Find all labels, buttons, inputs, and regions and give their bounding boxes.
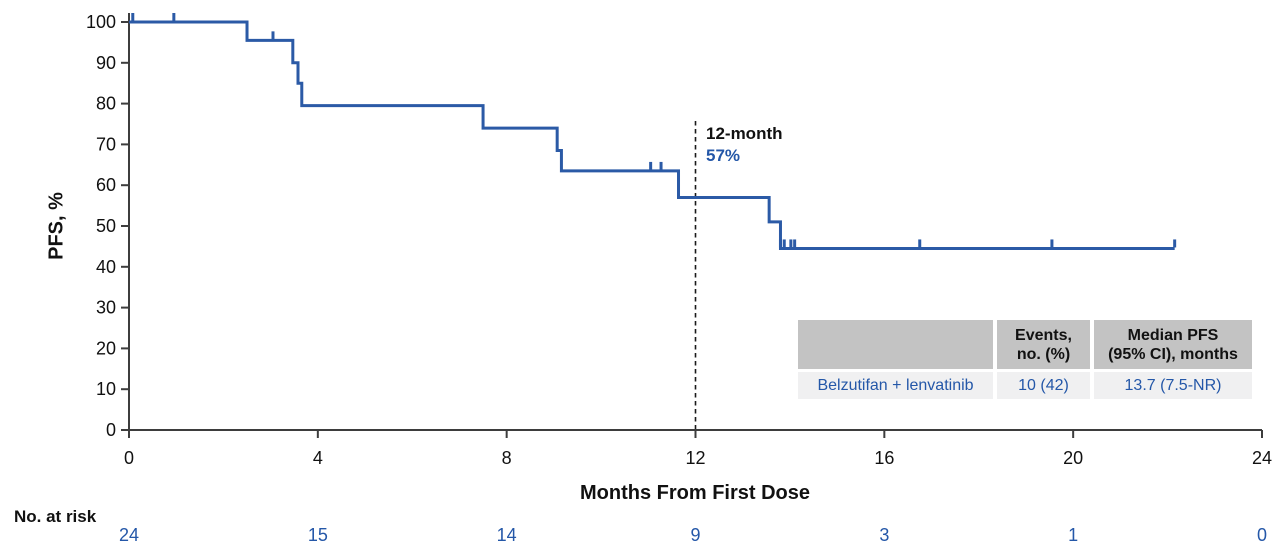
annotation-12-month: 12-month 57%: [706, 123, 783, 167]
risk-count-month-12: 9: [690, 525, 701, 545]
y-tick-label: 90: [96, 53, 116, 73]
x-tick-label: 4: [313, 448, 323, 468]
risk-count-month-16: 3: [879, 525, 890, 545]
y-tick-label: 70: [96, 134, 116, 154]
x-tick-label: 8: [502, 448, 512, 468]
stats-row-treatment-name: Belzutifan + lenvatinib: [798, 372, 993, 399]
y-tick-label: 40: [96, 257, 116, 277]
annotation-12-month-label: 12-month: [706, 124, 783, 143]
x-tick-label: 0: [124, 448, 134, 468]
x-tick-label: 12: [685, 448, 705, 468]
stats-header-median-pfs: Median PFS (95% CI), months: [1094, 320, 1252, 369]
annotation-12-month-value: 57%: [706, 146, 741, 165]
y-tick-label: 60: [96, 175, 116, 195]
km-curve: [129, 20, 1175, 250]
x-tick-label: 24: [1252, 448, 1272, 468]
risk-count-month-0: 24: [118, 525, 140, 545]
risk-count-month-8: 14: [496, 525, 517, 545]
y-tick-label: 50: [96, 216, 116, 236]
y-tick-label: 30: [96, 298, 116, 318]
stats-header-group: [798, 320, 993, 369]
y-tick-label: 0: [106, 420, 116, 440]
stats-row-median-value: 13.7 (7.5-NR): [1094, 372, 1252, 399]
risk-count-month-24: 0: [1256, 525, 1268, 545]
y-axis-title: PFS, %: [45, 192, 68, 260]
risk-count-month-4: 15: [307, 525, 328, 545]
y-tick-label: 20: [96, 338, 116, 358]
stats-row-events-value: 10 (42): [997, 372, 1090, 399]
y-tick-label: 100: [86, 12, 116, 32]
y-tick-label: 10: [96, 379, 116, 399]
x-axis-title: Months From First Dose: [579, 482, 811, 504]
stats-header-events: Events, no. (%): [997, 320, 1090, 369]
x-tick-label: 20: [1063, 448, 1083, 468]
x-tick-label: 16: [874, 448, 894, 468]
y-tick-label: 80: [96, 94, 116, 114]
no-at-risk-label: No. at risk: [14, 507, 97, 526]
risk-count-month-20: 1: [1068, 525, 1079, 545]
